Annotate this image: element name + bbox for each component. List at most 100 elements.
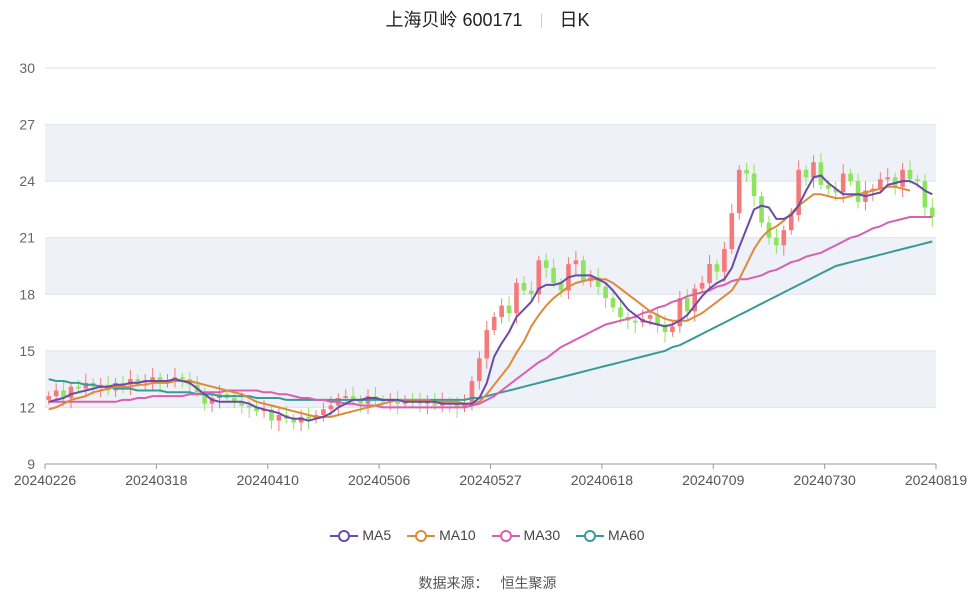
candle-body <box>788 215 794 231</box>
x-tick-label: 20240709 <box>682 472 745 488</box>
candle-body <box>855 181 861 202</box>
candle-body <box>514 282 519 314</box>
legend-item-ma5[interactable]: MA5 <box>330 527 391 543</box>
legend-marker-ma60 <box>576 530 605 543</box>
y-tick-label: 30 <box>19 60 35 76</box>
candle-body <box>536 260 542 295</box>
legend-item-ma10[interactable]: MA10 <box>407 527 476 543</box>
candle-body <box>647 315 653 319</box>
candle-body <box>915 179 920 182</box>
candle-body <box>736 169 742 214</box>
candle-body <box>878 179 883 189</box>
candle-body <box>759 196 764 223</box>
candle-body <box>729 213 735 250</box>
y-tick-label: 15 <box>19 343 35 359</box>
source-label: 数据来源： <box>418 575 489 591</box>
source-name: 恒生聚源 <box>500 575 557 591</box>
candle-body <box>692 288 697 312</box>
candle-body <box>269 409 274 421</box>
candle-body <box>618 307 623 317</box>
candle-body <box>774 237 779 246</box>
candle-body <box>699 282 705 289</box>
x-tick-label: 20240618 <box>571 472 634 488</box>
x-tick-label: 20240730 <box>793 472 856 488</box>
candle-body <box>803 169 809 178</box>
stock-title: 上海贝岭 600171 <box>385 10 523 30</box>
candle-body <box>595 277 601 287</box>
candle-body <box>232 398 237 402</box>
legend-label-ma30: MA30 <box>523 527 561 544</box>
legend-marker-ma30 <box>491 530 520 543</box>
candle-body <box>848 173 853 182</box>
ma30-line <box>48 216 933 409</box>
legend-label-ma5: MA5 <box>362 527 392 544</box>
y-tick-label: 9 <box>27 456 35 472</box>
legend-marker-ma5 <box>330 530 359 543</box>
y-tick-label: 18 <box>19 286 35 302</box>
candle-body <box>581 260 586 282</box>
candle-body <box>61 390 66 398</box>
y-tick-label: 24 <box>19 173 35 189</box>
candle-body <box>885 177 891 180</box>
legend-label-ma60: MA60 <box>608 527 645 544</box>
candle-body <box>491 316 497 331</box>
candle-body <box>603 286 608 299</box>
candle-body <box>477 358 482 382</box>
candle-body <box>632 320 638 323</box>
chart-legend: MA5 MA10 MA30 MA60 <box>0 526 975 543</box>
candle-body <box>358 399 363 404</box>
candle-body <box>350 396 356 400</box>
candle-body <box>76 386 81 389</box>
candle-body <box>484 330 490 359</box>
candle-body <box>343 396 349 398</box>
legend-marker-ma10 <box>407 530 436 543</box>
legend-item-ma60[interactable]: MA60 <box>576 527 645 543</box>
legend-label-ma10: MA10 <box>439 527 476 544</box>
candle-body <box>707 264 712 283</box>
x-tick-label: 20240527 <box>459 472 522 488</box>
candle-body <box>291 418 297 423</box>
candle-body <box>744 169 749 174</box>
candle-body <box>529 290 534 295</box>
grid-band <box>45 237 936 295</box>
data-source: 数据来源： 恒生聚源 <box>0 573 975 593</box>
candle-body <box>321 409 326 415</box>
candle-body <box>670 326 675 332</box>
candle-body <box>254 407 259 412</box>
legend-item-ma30[interactable]: MA30 <box>491 527 561 544</box>
candle-body <box>811 162 816 178</box>
candle-body <box>506 305 512 314</box>
candle-body <box>276 414 282 421</box>
candle-body <box>610 298 616 308</box>
candle-body <box>922 181 928 208</box>
candle-body <box>53 390 59 397</box>
candle-body <box>781 230 787 246</box>
title-separator <box>540 14 542 29</box>
candle-body <box>306 416 311 419</box>
candle-body <box>202 392 207 404</box>
candle-body <box>826 184 831 189</box>
candle-body <box>833 188 839 193</box>
candle-body <box>662 324 668 332</box>
candle-body <box>722 249 727 272</box>
chart-title: 上海贝岭 600171 日K <box>0 6 975 32</box>
ma10-line <box>48 185 911 418</box>
candle-body <box>900 169 905 187</box>
x-tick-label: 20240410 <box>237 472 300 488</box>
candle-body <box>68 386 74 398</box>
candle-body <box>751 173 757 197</box>
candle-body <box>180 377 185 380</box>
candle-body <box>454 403 460 408</box>
candle-body <box>543 260 549 268</box>
candle-body <box>818 162 824 185</box>
candle-body <box>499 305 504 317</box>
candle-body <box>521 282 527 291</box>
period-label: 日K <box>559 10 590 30</box>
candle-body <box>558 282 564 291</box>
x-tick-label: 20240506 <box>348 472 411 488</box>
candle-body <box>907 169 913 180</box>
candle-body <box>684 298 690 312</box>
candle-body <box>929 207 935 217</box>
candle-body <box>840 173 846 193</box>
